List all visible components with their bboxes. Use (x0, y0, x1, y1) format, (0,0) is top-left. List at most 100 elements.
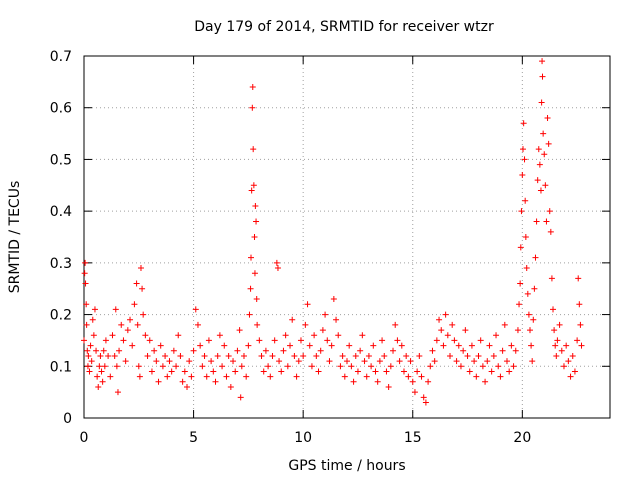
data-point (205, 337, 212, 344)
data-point (379, 337, 386, 344)
data-point (455, 342, 462, 349)
data-point (243, 373, 250, 380)
data-point (208, 358, 215, 365)
data-point (530, 316, 537, 323)
y-tick-label: 0.6 (50, 101, 72, 117)
data-point (253, 218, 260, 225)
data-point (545, 140, 552, 147)
data-point (517, 244, 524, 251)
data-point (97, 352, 104, 359)
data-point (214, 352, 221, 359)
data-point (330, 296, 337, 303)
data-point (120, 337, 127, 344)
data-point (490, 352, 497, 359)
data-point (508, 342, 515, 349)
data-point (124, 327, 131, 334)
data-point (284, 363, 291, 370)
data-point (352, 352, 359, 359)
data-point (383, 368, 390, 375)
data-point (113, 363, 120, 370)
data-point (357, 347, 364, 354)
data-point (300, 352, 307, 359)
data-point (93, 347, 100, 354)
data-point (372, 368, 379, 375)
data-point (365, 352, 372, 359)
data-point (326, 358, 333, 365)
data-point (153, 358, 160, 365)
data-point (256, 337, 263, 344)
data-point (440, 342, 447, 349)
data-point (86, 368, 93, 375)
data-point (519, 146, 526, 153)
data-point (534, 177, 541, 184)
data-point (159, 363, 166, 370)
data-point (537, 187, 544, 194)
data-point (354, 368, 361, 375)
data-point (436, 316, 443, 323)
data-point (475, 352, 482, 359)
data-point (451, 337, 458, 344)
data-point (162, 352, 169, 359)
data-point (142, 332, 149, 339)
y-tick-label: 0.4 (50, 204, 72, 220)
data-point (271, 337, 278, 344)
data-point (359, 332, 366, 339)
data-point (88, 358, 95, 365)
data-point (188, 373, 195, 380)
data-point (409, 378, 416, 385)
y-tick-label: 0.3 (50, 256, 72, 272)
data-point (83, 301, 90, 308)
data-point (466, 368, 473, 375)
data-point (525, 311, 532, 318)
data-point (416, 352, 423, 359)
data-point (574, 337, 581, 344)
data-point (246, 311, 253, 318)
data-point (89, 316, 96, 323)
data-point (414, 368, 421, 375)
data-point (361, 358, 368, 365)
data-point (289, 316, 296, 323)
data-point (258, 352, 265, 359)
data-point (529, 358, 536, 365)
data-point (157, 342, 164, 349)
chart-title: Day 179 of 2014, SRMTID for receiver wtz… (194, 19, 494, 35)
data-point (250, 182, 257, 189)
data-point (522, 197, 529, 204)
data-point (322, 311, 329, 318)
data-point (501, 321, 508, 328)
data-point (565, 358, 572, 365)
data-point (230, 358, 237, 365)
data-point (304, 301, 311, 308)
data-point (249, 104, 256, 111)
data-point (346, 342, 353, 349)
data-point (194, 321, 201, 328)
data-point (302, 321, 309, 328)
data-point (577, 321, 584, 328)
axis-ticks (83, 55, 610, 419)
data-point (385, 383, 392, 390)
data-point (186, 358, 193, 365)
data-point (348, 363, 355, 370)
data-point (339, 352, 346, 359)
data-point (543, 218, 550, 225)
data-point (546, 208, 553, 215)
data-point (83, 321, 90, 328)
data-point (252, 202, 259, 209)
data-point (425, 378, 432, 385)
data-point (569, 352, 576, 359)
data-point (457, 363, 464, 370)
data-point (544, 115, 551, 122)
data-point (337, 363, 344, 370)
data-point (221, 342, 228, 349)
data-point (175, 332, 182, 339)
data-point (471, 358, 478, 365)
data-point (177, 352, 184, 359)
data-point (248, 254, 255, 261)
data-point (140, 311, 147, 318)
data-point (517, 280, 524, 287)
data-point (99, 378, 106, 385)
data-point (225, 352, 232, 359)
data-point (387, 363, 394, 370)
data-point (578, 342, 585, 349)
